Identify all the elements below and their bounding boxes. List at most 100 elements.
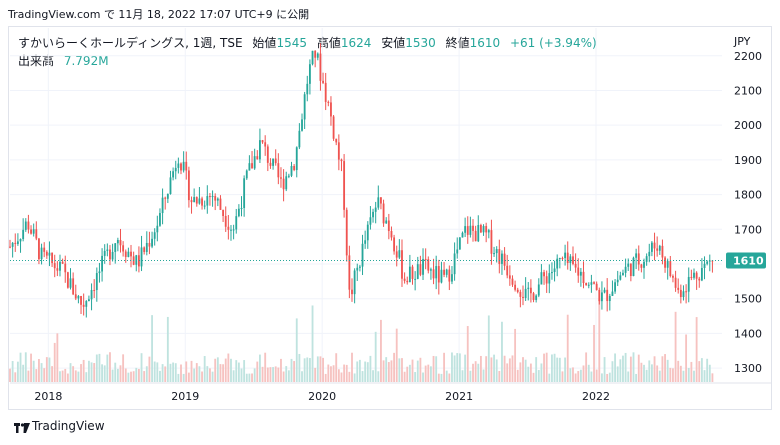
volume-bar (643, 364, 645, 382)
volume-bar (358, 359, 361, 382)
candle-body (524, 288, 527, 298)
volume-bar (88, 360, 90, 382)
candle-body (274, 158, 277, 164)
volume-bar (687, 367, 690, 382)
volume-bar (566, 314, 569, 382)
candle-body (414, 278, 417, 280)
volume-bar (301, 371, 303, 382)
candle-body (24, 221, 27, 230)
candle-body (177, 163, 180, 168)
volume-bar (16, 361, 19, 382)
candle-body (316, 53, 319, 58)
volume-bar (532, 372, 535, 382)
currency-label: JPY (733, 35, 751, 48)
candle-body (343, 161, 346, 210)
candle-body (172, 171, 175, 178)
y-tick-label: 2000 (734, 119, 762, 132)
candle-body (27, 221, 30, 230)
candle-body (369, 217, 372, 225)
volume-bar (298, 353, 301, 382)
volume-bar (556, 357, 559, 382)
candle-body (98, 271, 101, 274)
candle-body (340, 159, 343, 162)
volume-bar (32, 360, 35, 382)
volume-bar (582, 365, 585, 382)
volume-bar (385, 357, 388, 382)
candle-body (337, 142, 340, 160)
candle-body (529, 287, 532, 294)
volume-bar (277, 367, 280, 382)
volume-bar (406, 366, 409, 382)
volume-bar (264, 352, 267, 382)
x-tick-label: 2021 (445, 390, 473, 403)
volume-bar (477, 363, 480, 382)
symbol-label: すかいらーくホールディングス, 1週, TSE (18, 36, 243, 50)
candle-body (77, 296, 80, 299)
ohlc-legend: すかいらーくホールディングス, 1週, TSE 始値1545 高値1624 安値… (18, 34, 597, 51)
volume-bar (369, 355, 372, 382)
volume-bar (377, 371, 380, 382)
y-tick-label: 1900 (734, 154, 762, 167)
candle-body (385, 220, 388, 224)
volume-bar (219, 364, 222, 382)
candle-body (564, 252, 567, 259)
volume-bar (577, 371, 580, 382)
candle-body (398, 250, 401, 258)
candle-body (516, 289, 519, 292)
volume-bar (535, 357, 538, 382)
candle-body (693, 272, 695, 278)
x-tick-label: 2022 (582, 390, 610, 403)
candle-body (298, 130, 301, 148)
candle-body (469, 225, 472, 235)
candle-body (190, 200, 193, 203)
x-tick-label: 2020 (308, 390, 336, 403)
volume-bar (114, 362, 117, 382)
candle-body (256, 156, 259, 160)
open-value: 1545 (276, 36, 307, 50)
candle-body (9, 246, 11, 248)
candle-body (445, 269, 448, 275)
candle-body (422, 258, 424, 275)
volume-bar (708, 364, 711, 382)
candle-body (395, 251, 398, 258)
candle-body (277, 163, 280, 178)
candle-body (206, 196, 209, 206)
candle-body (111, 251, 114, 260)
volume-bar (274, 366, 277, 382)
candle-body (327, 101, 330, 103)
volume-bar (437, 373, 440, 382)
volume-bar (700, 358, 703, 382)
volume-bar (80, 364, 82, 382)
volume-bar (74, 370, 77, 382)
volume-bar (82, 359, 85, 382)
volume-bar (627, 371, 630, 382)
candle-body (435, 266, 438, 279)
volume-bar (579, 369, 582, 382)
candle-body (624, 266, 627, 273)
tradingview-footer[interactable]: TradingView (14, 419, 105, 433)
candle-body (248, 163, 251, 171)
volume-bar (574, 373, 577, 382)
volume-bar (253, 368, 256, 382)
volume-bar (414, 372, 417, 382)
volume-bar (356, 361, 359, 382)
volume-bar (466, 326, 469, 382)
volume-bar (685, 334, 688, 382)
volume-bar (640, 362, 643, 382)
candle-body (306, 83, 309, 95)
volume-bar (690, 361, 693, 382)
volume-bar (116, 368, 119, 382)
candle-body (301, 119, 303, 131)
candle-body (674, 277, 677, 288)
volume-bar (527, 366, 530, 382)
volume-bar (51, 366, 54, 382)
candle-body (285, 176, 288, 190)
volume-bar (395, 328, 398, 382)
candle-body (456, 249, 459, 254)
volume-bar (435, 356, 438, 382)
candle-body (114, 243, 117, 252)
candle-body (290, 165, 293, 176)
candlesticks (9, 43, 714, 318)
volume-bar (345, 364, 348, 382)
